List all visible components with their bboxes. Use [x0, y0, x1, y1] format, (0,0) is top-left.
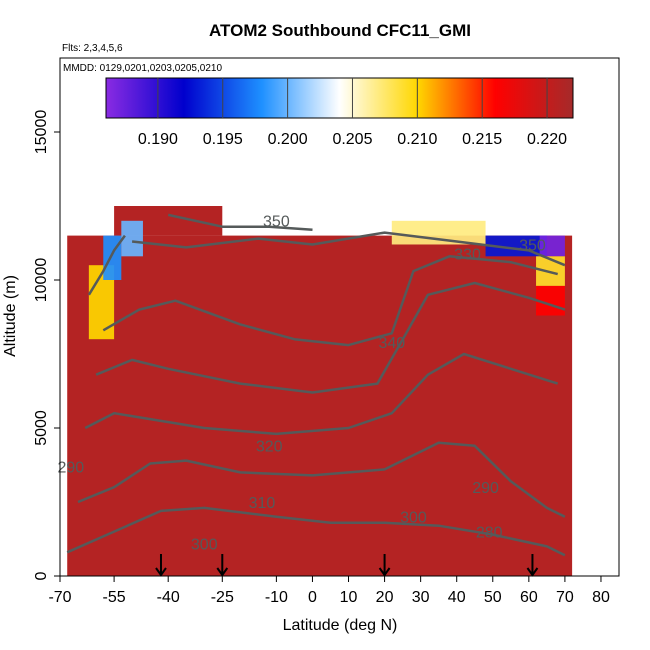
contour-label-6: 300	[191, 536, 218, 553]
x-tick-label: -55	[103, 589, 126, 606]
x-tick-label: 80	[592, 589, 610, 606]
x-tick-label: 60	[520, 589, 538, 606]
x-tick-label: 30	[412, 589, 430, 606]
flight-marker-arrow	[378, 554, 391, 577]
x-axis: -70 -55 -40 -25 -10 0 10 20 30 40 50 60 70 80	[48, 576, 610, 606]
x-tick-label: -10	[265, 589, 288, 606]
contour-line-1	[77, 441, 566, 518]
contour-label-0: 350	[263, 214, 290, 231]
contour-line-3	[95, 281, 566, 394]
contour-label-4: 320	[256, 439, 283, 456]
contour-labels: 350 330 350 340 320 310 300 300 290 290 280	[57, 214, 545, 554]
contour-label-7: 300	[400, 510, 427, 527]
x-tick-label: 20	[376, 589, 394, 606]
y-tick-label: 5000	[33, 410, 50, 446]
heatmap-cell-3	[391, 220, 486, 245]
contour-label-2: 350	[519, 237, 546, 254]
colorbar: 0.190 0.195 0.200 0.205 0.210 0.215 0.220	[105, 77, 574, 148]
colorbar-tick-label: 0.200	[268, 131, 308, 148]
x-tick-label: -70	[48, 589, 71, 606]
contour-line-7	[167, 213, 313, 231]
contour-label-8: 290	[57, 459, 84, 476]
colorbar-tick-label: 0.195	[203, 131, 243, 148]
contour-line-5	[131, 231, 566, 267]
x-axis-label: Latitude (deg N)	[283, 617, 398, 634]
x-tick-label: -40	[157, 589, 180, 606]
x-tick-label: -25	[211, 589, 234, 606]
colorbar-tick-label: 0.190	[138, 131, 178, 148]
heatmap-background	[67, 235, 573, 576]
y-tick-label: 10000	[33, 258, 50, 303]
x-tick-label: 50	[484, 589, 502, 606]
x-tick-label: 10	[340, 589, 358, 606]
heatmap-cell-5	[539, 235, 565, 257]
colorbar-gradient	[105, 77, 574, 119]
contour-label-9: 290	[472, 480, 499, 497]
contour-line-0	[66, 506, 566, 557]
colorbar-tick-label: 0.220	[527, 131, 567, 148]
contour-line-4	[102, 255, 559, 347]
contour-label-1: 330	[454, 246, 481, 263]
y-tick-label: 15000	[33, 110, 50, 155]
x-tick-label: 40	[448, 589, 466, 606]
contour-line-6	[87, 234, 126, 296]
colorbar-tick-label: 0.205	[332, 131, 372, 148]
contour-label-3: 340	[378, 335, 405, 352]
heatmap-field	[67, 206, 573, 576]
flight-marker-arrow	[216, 554, 229, 577]
chart-title: ATOM2 Southbound CFC11_GMI	[209, 21, 471, 40]
flights-subtitle: Flts: 2,3,4,5,6	[62, 43, 123, 54]
contour-label-5: 310	[249, 495, 276, 512]
flight-marker-arrow	[155, 554, 167, 577]
y-axis: 0 5000 10000 15000	[33, 110, 60, 580]
dates-subtitle: MMDD: 0129,0201,0203,0205,0210	[63, 63, 222, 74]
plot-frame	[59, 57, 620, 577]
colorbar-tick-label: 0.210	[397, 131, 437, 148]
heatmap-cell-2	[121, 220, 143, 257]
contour-line-2	[84, 352, 559, 436]
contour-lines	[66, 213, 566, 557]
flight-markers	[155, 554, 539, 577]
y-axis-label: Altitude (m)	[2, 275, 19, 357]
x-tick-label: 70	[556, 589, 574, 606]
flight-marker-arrow	[526, 554, 539, 577]
x-tick-label: 0	[308, 589, 317, 606]
contour-label-10: 280	[476, 525, 503, 542]
y-tick-label: 0	[33, 571, 50, 580]
colorbar-tick-label: 0.215	[462, 131, 502, 148]
